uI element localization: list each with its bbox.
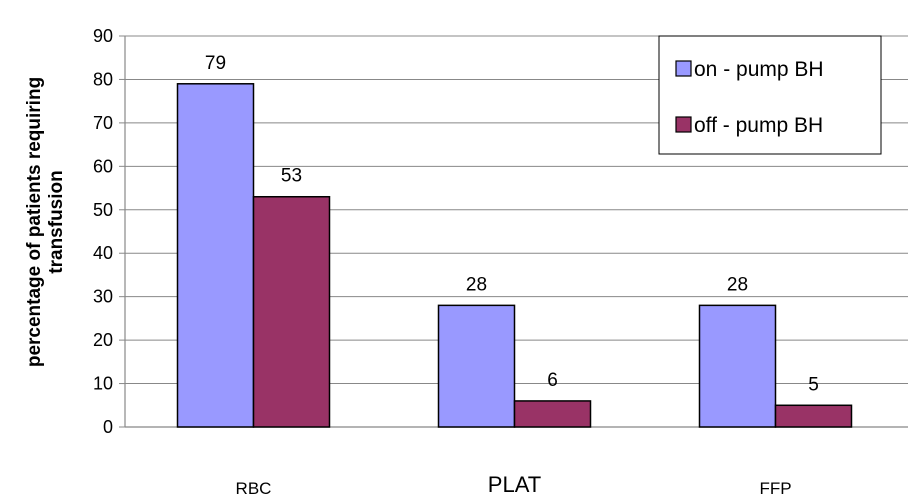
x-axis-categories: RBC PLAT FFP bbox=[236, 472, 792, 495]
legend-label: on - pump BH bbox=[694, 58, 824, 81]
y-tick-label: 50 bbox=[93, 200, 113, 220]
legend-box bbox=[658, 35, 882, 155]
data-labels: 79 53 28 6 28 5 bbox=[205, 53, 819, 395]
data-label: 5 bbox=[808, 374, 819, 395]
data-label: 28 bbox=[727, 274, 748, 295]
y-tick-label: 0 bbox=[103, 417, 113, 437]
y-axis-label-line1: percentage of patients requiring bbox=[24, 77, 45, 367]
bars bbox=[176, 83, 853, 428]
legend-label: off - pump BH bbox=[694, 114, 823, 137]
bar-rbc-series1 bbox=[176, 83, 255, 428]
legend-swatch bbox=[675, 116, 692, 133]
bar-ffp-series2 bbox=[774, 404, 853, 428]
x-category-label: RBC bbox=[236, 479, 272, 495]
y-axis-ticks: 0 10 20 30 40 50 60 70 80 90 bbox=[93, 26, 125, 437]
y-axis-label-line2: transfusion bbox=[46, 170, 67, 273]
legend: on - pump BH off - pump BH bbox=[658, 35, 882, 155]
y-tick-label: 60 bbox=[93, 156, 113, 176]
data-label: 53 bbox=[281, 166, 302, 187]
data-label: 28 bbox=[466, 274, 487, 295]
x-category-label: PLAT bbox=[488, 472, 541, 495]
y-tick-label: 70 bbox=[93, 113, 113, 133]
legend-swatch bbox=[675, 60, 692, 77]
y-tick-label: 40 bbox=[93, 243, 113, 263]
y-tick-label: 90 bbox=[93, 26, 113, 46]
data-label: 6 bbox=[547, 370, 558, 391]
data-label: 79 bbox=[205, 53, 226, 74]
y-tick-label: 30 bbox=[93, 287, 113, 307]
y-tick-label: 20 bbox=[93, 330, 113, 350]
x-category-label: FFP bbox=[759, 479, 791, 495]
bar-rbc-series2 bbox=[252, 195, 331, 428]
y-tick-label: 10 bbox=[93, 374, 113, 394]
bar-ffp-series1 bbox=[698, 304, 777, 428]
bar-plat-series2 bbox=[513, 400, 592, 428]
y-tick-label: 80 bbox=[93, 69, 113, 89]
bar-plat-series1 bbox=[437, 304, 516, 428]
